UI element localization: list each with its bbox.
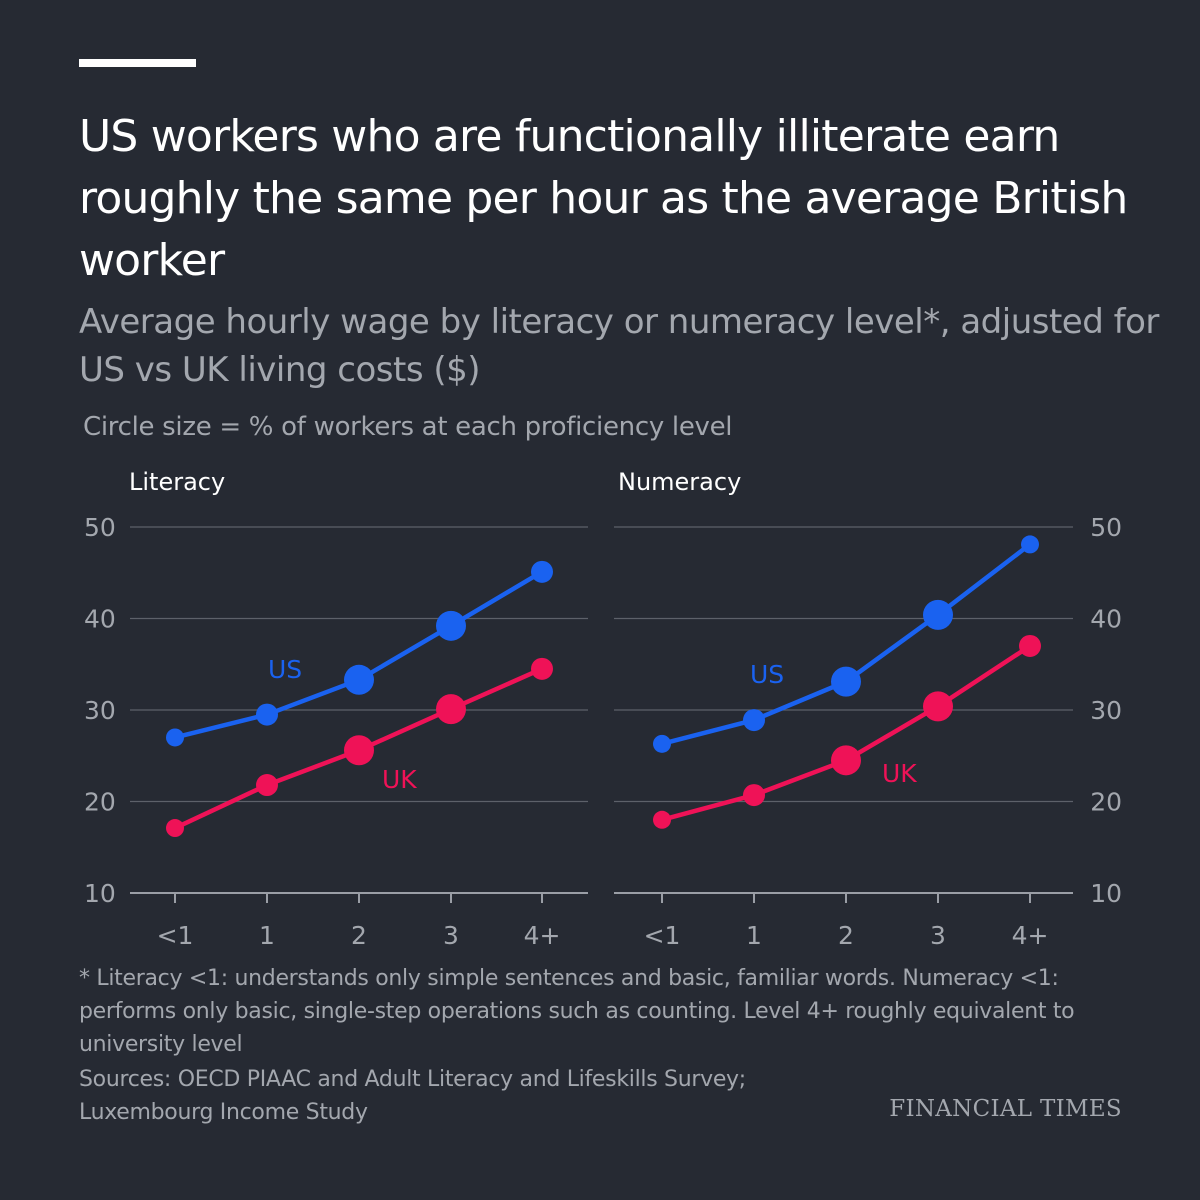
- literacy-us-line: [174, 569, 544, 740]
- header-rule: [79, 59, 196, 67]
- numeracy-uk-point: [923, 691, 953, 722]
- literacy-uk-point: [531, 657, 553, 680]
- numeracy-us-point: [831, 666, 861, 697]
- literacy-y-tick-label: 30: [84, 696, 116, 725]
- literacy-uk-point: [256, 774, 278, 797]
- literacy-x-tick-label: 2: [351, 921, 367, 950]
- numeracy-x-tick-label: 2: [838, 921, 854, 950]
- numeracy-x-tick-label: 1: [746, 921, 762, 950]
- literacy-uk-point: [166, 819, 184, 838]
- chart-area: Literacy 10 20 30 40 50 <1 1 2 3 4+ US UK Numeracy 10 2…: [84, 468, 1122, 950]
- numeracy-uk-point: [1019, 634, 1041, 657]
- literacy-x-tick-label: <1: [157, 921, 194, 950]
- numeracy-us-label: US: [750, 660, 784, 689]
- chart-title: US workers who are functionally illitera…: [79, 111, 1128, 286]
- literacy-us-point: [166, 728, 184, 747]
- literacy-y-tick-label: 50: [84, 513, 116, 542]
- literacy-us-point: [531, 560, 553, 583]
- numeracy-y-tick-label: 40: [1090, 605, 1122, 634]
- numeracy-x-tick-label: 4+: [1012, 921, 1049, 950]
- footnote-text: * Literacy <1: understands only simple s…: [79, 966, 1075, 1057]
- numeracy-y-tick-label: 30: [1090, 696, 1122, 725]
- ft-logo: FINANCIAL TIMES: [889, 1096, 1122, 1122]
- literacy-uk-label: UK: [382, 765, 417, 794]
- numeracy-uk-label: UK: [882, 759, 917, 788]
- numeracy-us-point: [653, 734, 671, 753]
- sources: Sources: OECD PIAAC and Adult Literacy a…: [79, 1067, 746, 1125]
- chart-subtitle: Average hourly wage by literacy or numer…: [79, 302, 1159, 390]
- numeracy-us-point: [1021, 535, 1039, 554]
- numeracy-us-point: [743, 709, 765, 732]
- literacy-us-label: US: [268, 655, 302, 684]
- literacy-us-point: [344, 664, 374, 695]
- literacy-uk-point: [344, 735, 374, 766]
- numeracy-us-line: [661, 542, 1032, 747]
- numeracy-uk-point: [743, 784, 765, 807]
- numeracy-y-tick-label: 50: [1090, 513, 1122, 542]
- footnote: * Literacy <1: understands only simple s…: [79, 962, 1139, 1061]
- numeracy-us-point: [923, 599, 953, 630]
- numeracy-x-tick-label: 3: [930, 921, 946, 950]
- numeracy-uk-point: [653, 810, 671, 829]
- literacy-x-tick-label: 1: [259, 921, 275, 950]
- circle-size-note: Circle size = % of workers at each profi…: [83, 412, 733, 442]
- literacy-y-tick-label: 10: [84, 879, 116, 908]
- literacy-y-tick-label: 20: [84, 788, 116, 817]
- numeracy-y-tick-label: 10: [1090, 879, 1122, 908]
- literacy-us-point: [256, 703, 278, 726]
- literacy-x-tick-label: 4+: [524, 921, 561, 950]
- literacy-panel-title: Literacy: [129, 468, 225, 496]
- literacy-uk-point: [436, 694, 466, 725]
- literacy-x-tick-label: 3: [443, 921, 459, 950]
- numeracy-panel-title: Numeracy: [618, 468, 741, 496]
- numeracy-x-tick-label: <1: [644, 921, 681, 950]
- literacy-us-point: [436, 610, 466, 641]
- numeracy-y-tick-label: 20: [1090, 788, 1122, 817]
- literacy-y-tick-label: 40: [84, 605, 116, 634]
- numeracy-uk-point: [831, 745, 861, 776]
